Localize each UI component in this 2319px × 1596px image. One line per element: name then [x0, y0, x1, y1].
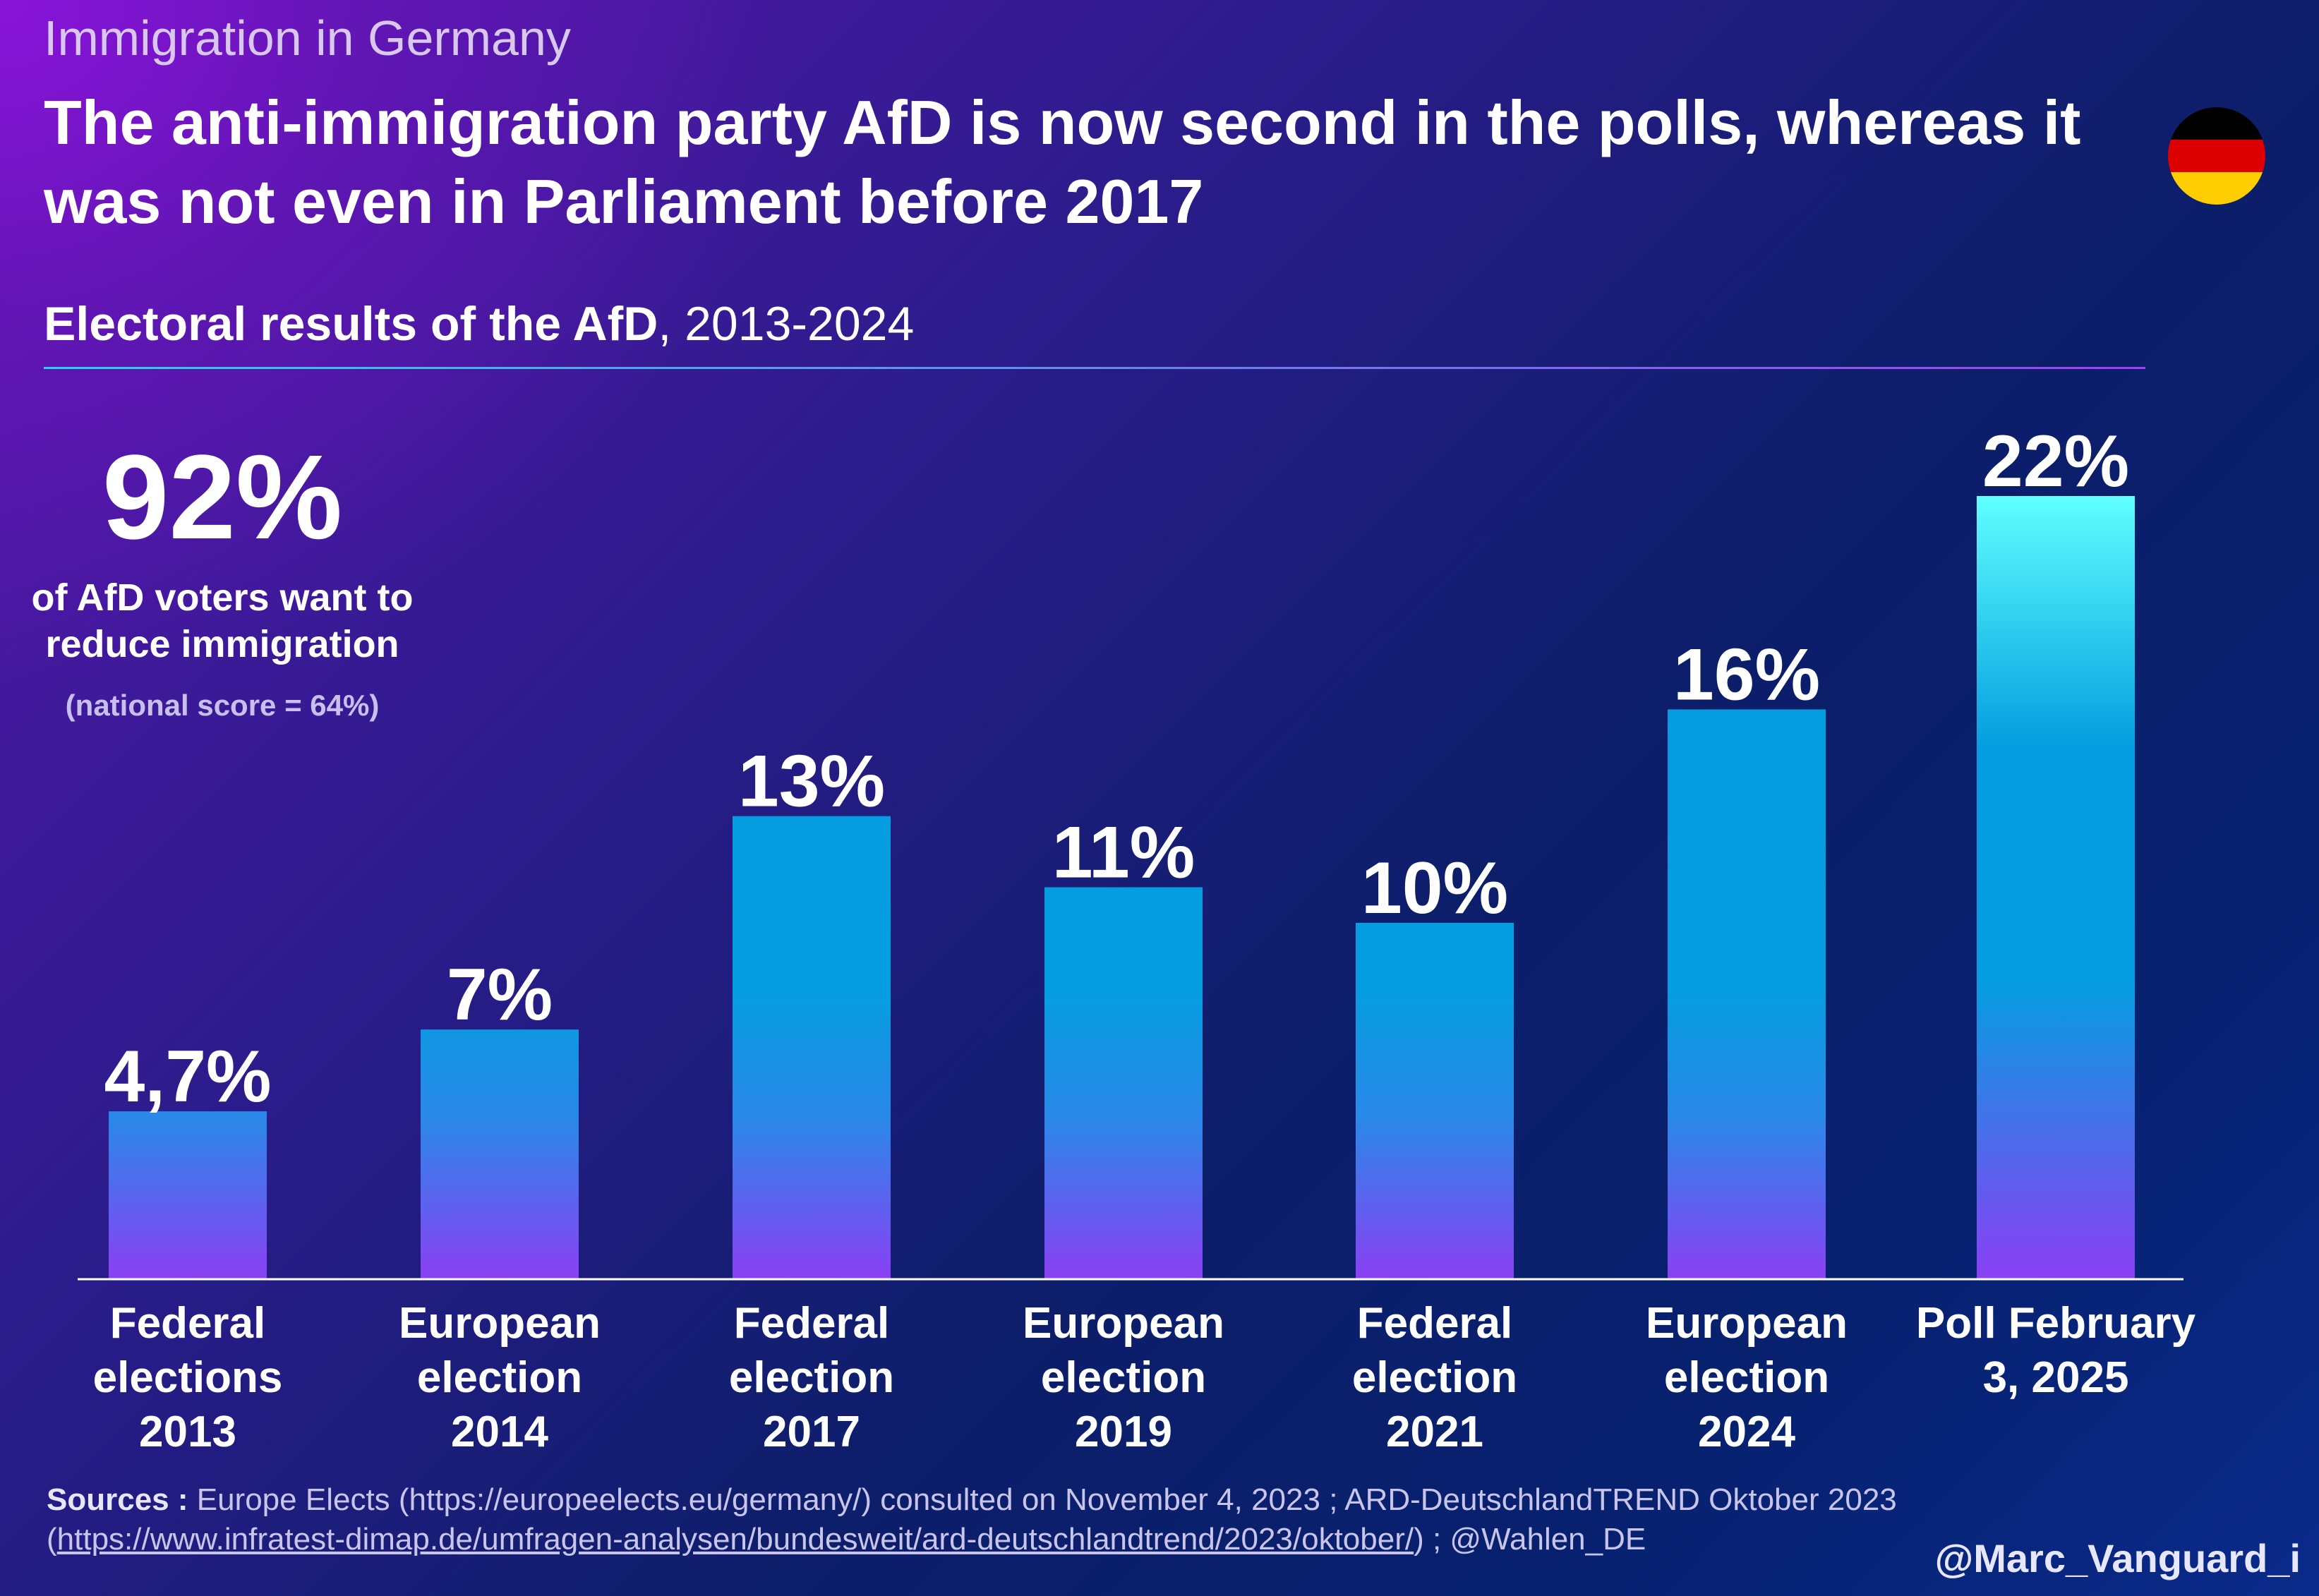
bar — [1356, 922, 1514, 1278]
chart-subtitle: Electoral results of the AfD, 2013-2024 — [44, 296, 914, 351]
sources: Sources : Europe Elects (https://europee… — [47, 1480, 2136, 1559]
category-label: European — [399, 1299, 601, 1348]
supertitle: Immigration in Germany — [44, 11, 571, 66]
callout-value: 92% — [102, 430, 343, 564]
bar — [421, 1029, 579, 1278]
callout-text: of AfD voters want to reduce immigration — [31, 576, 414, 665]
subtitle-divider — [44, 367, 2145, 369]
category-label: European — [1646, 1299, 1848, 1348]
sources-link[interactable]: https://www.infratest-dimap.de/umfragen-… — [56, 1522, 1414, 1556]
callout-note: (national score = 64%) — [65, 689, 380, 722]
sources-text: Europe Elects (https://europeelects.eu/g… — [47, 1482, 1897, 1556]
category-label: election — [417, 1353, 582, 1402]
bar — [1977, 496, 2135, 1278]
callout: 92% of AfD voters want to reduce immigra… — [28, 430, 416, 723]
data-label: 22% — [1982, 421, 2129, 502]
category-label: election — [1041, 1353, 1206, 1402]
category-label: Federal — [734, 1299, 890, 1348]
data-label: 7% — [447, 954, 553, 1036]
subtitle-years: , 2013-2024 — [658, 297, 915, 351]
category-label: 2024 — [1698, 1408, 1795, 1456]
subtitle-bold: Electoral results of the AfD — [44, 297, 658, 351]
flag-stripe-red — [2168, 140, 2265, 172]
category-label: 2021 — [1386, 1408, 1483, 1456]
data-label: 16% — [1673, 634, 1820, 715]
data-label: 4,7% — [104, 1036, 271, 1118]
sources-text-end: ) ; @Wahlen_DE — [1414, 1522, 1646, 1556]
category-label: Federal — [1357, 1299, 1513, 1348]
author-handle: @Marc_Vanguard_i — [1934, 1536, 2301, 1580]
bar — [109, 1111, 267, 1278]
bar — [1044, 887, 1203, 1278]
category-label: Federal — [110, 1299, 266, 1348]
sources-label: Sources : — [47, 1482, 188, 1517]
headline: The anti-immigration party AfD is now se… — [44, 87, 2081, 236]
category-label: European — [1023, 1299, 1224, 1348]
category-label: elections — [93, 1353, 283, 1402]
data-label: 13% — [738, 741, 885, 823]
bar — [1668, 709, 1826, 1278]
category-label: election — [1352, 1353, 1517, 1402]
category-label: 3, 2025 — [1983, 1353, 2129, 1402]
category-label: 2019 — [1075, 1408, 1172, 1456]
category-label: election — [1664, 1353, 1829, 1402]
category-label: 2013 — [139, 1408, 236, 1456]
category-label: 2014 — [451, 1408, 548, 1456]
category-label: election — [729, 1353, 894, 1402]
data-label: 11% — [1052, 812, 1195, 894]
category-label: 2017 — [763, 1408, 860, 1456]
category-label: Poll February — [1916, 1299, 2196, 1348]
bar — [733, 816, 891, 1278]
data-label: 10% — [1361, 847, 1508, 929]
